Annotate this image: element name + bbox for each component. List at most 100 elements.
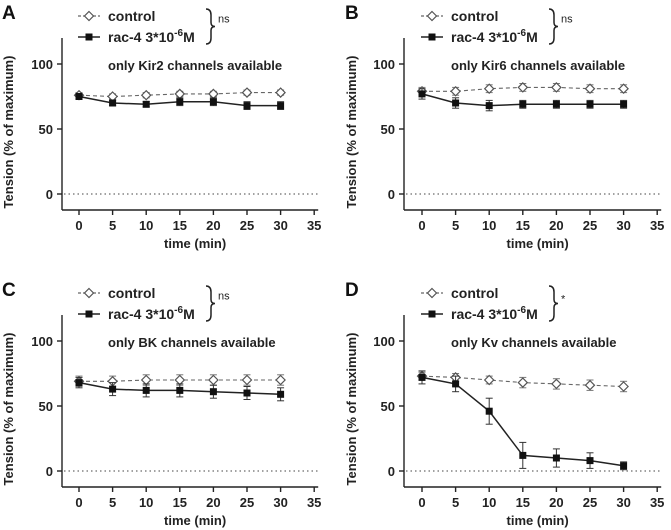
- data-point-rac4: [552, 454, 560, 462]
- x-tick-label: 35: [650, 495, 664, 510]
- legend-label-rac4: rac-4 3*10-6M: [108, 28, 195, 45]
- data-point-control: [275, 374, 286, 386]
- y-tick-label: 0: [46, 187, 53, 202]
- panel-d: D 0 50 100 0 5 10 15 20 25 30 35 time (min) Tension (…: [344, 280, 664, 528]
- data-point-rac4: [209, 388, 217, 396]
- legend-rac4-name: rac-4 3*10: [108, 29, 174, 45]
- x-tick-label: 10: [482, 495, 496, 510]
- x-tick-label: 35: [307, 495, 321, 510]
- legend-label-rac4: rac-4 3*10-6M: [451, 305, 538, 322]
- data-point-rac4: [586, 457, 594, 465]
- data-point-rac4: [277, 102, 285, 110]
- y-tick-label: 50: [381, 122, 395, 137]
- data-point-control: [450, 85, 461, 97]
- x-tick-label: 15: [173, 495, 187, 510]
- x-tick-label: 20: [549, 218, 563, 233]
- legend-rac4-name: rac-4 3*10: [108, 306, 174, 322]
- y-tick-label: 50: [381, 399, 395, 414]
- x-tick-label: 5: [452, 495, 459, 510]
- x-axis-label: time (min): [507, 236, 569, 251]
- data-point-rac4: [75, 93, 83, 100]
- x-tick-label: 0: [418, 495, 425, 510]
- data-point-rac4: [452, 99, 460, 107]
- data-point-rac4: [519, 451, 527, 459]
- significance-brace: [205, 285, 216, 322]
- x-tick-label: 25: [240, 218, 254, 233]
- x-tick-label: 0: [75, 218, 82, 233]
- y-tick-label: 100: [31, 334, 53, 349]
- x-tick-label: 10: [482, 218, 496, 233]
- legend-diamond-icon: [83, 10, 95, 22]
- data-point-control: [618, 381, 629, 392]
- data-point-rac4: [620, 462, 628, 470]
- data-point-rac4: [109, 99, 117, 107]
- condition-note: only BK channels available: [108, 335, 276, 350]
- panel-letter: D: [345, 280, 359, 301]
- legend-square-icon: [428, 33, 436, 41]
- data-point-control: [241, 87, 253, 98]
- data-point-rac4: [418, 373, 426, 381]
- significance-brace: [548, 8, 559, 45]
- series-control: [416, 82, 629, 97]
- data-point-control: [208, 88, 219, 100]
- x-tick-label: 25: [240, 495, 254, 510]
- data-point-control: [174, 88, 186, 100]
- x-tick-label: 20: [206, 218, 220, 233]
- significance-label: ns: [218, 14, 230, 26]
- legend-rac4: rac-4 3*10-6M: [78, 305, 195, 322]
- data-point-rac4: [418, 90, 426, 98]
- legend-rac4: rac-4 3*10-6M: [421, 28, 538, 45]
- data-point-control: [517, 82, 529, 93]
- x-tick-label: 25: [583, 495, 597, 510]
- condition-note: only Kv channels available: [451, 335, 616, 350]
- legend-diamond-icon: [426, 287, 438, 299]
- legend-rac4-exponent: -6: [174, 305, 183, 316]
- y-tick-label: 100: [31, 57, 53, 72]
- data-point-rac4: [243, 389, 251, 397]
- series-rac4: [75, 376, 285, 402]
- legend-rac4-unit: M: [526, 29, 538, 45]
- legend-rac4: rac-4 3*10-6M: [421, 305, 538, 322]
- legend-control: control: [78, 8, 155, 24]
- x-axis-label: time (min): [164, 513, 226, 528]
- data-point-control: [551, 82, 562, 93]
- legend-rac4-exponent: -6: [517, 305, 526, 316]
- data-point-rac4: [552, 100, 560, 108]
- legend-rac4-exponent: -6: [174, 28, 183, 39]
- x-axis-label: time (min): [507, 513, 569, 528]
- y-tick-label: 100: [373, 57, 395, 72]
- data-point-control: [618, 83, 629, 95]
- x-tick-label: 15: [516, 218, 530, 233]
- x-tick-label: 25: [583, 218, 597, 233]
- legend-rac4: rac-4 3*10-6M: [78, 28, 195, 45]
- data-point-control: [275, 87, 286, 98]
- x-tick-label: 35: [650, 218, 664, 233]
- data-point-control: [551, 378, 562, 390]
- data-point-rac4: [209, 98, 217, 106]
- x-tick-label: 30: [616, 495, 630, 510]
- x-tick-label: 0: [75, 495, 82, 510]
- legend-label-rac4: rac-4 3*10-6M: [451, 28, 538, 45]
- y-axis-label: Tension (% of maximum): [1, 333, 16, 486]
- data-point-rac4: [243, 102, 251, 110]
- series-rac4: [418, 370, 628, 471]
- significance-label: ns: [218, 291, 230, 303]
- legend-label-control: control: [451, 285, 498, 301]
- legend-rac4-name: rac-4 3*10: [451, 306, 517, 322]
- panel-letter: C: [2, 280, 16, 301]
- legend-control: control: [78, 285, 155, 301]
- y-axis-label: Tension (% of maximum): [1, 56, 16, 209]
- panel-letter: B: [345, 3, 359, 24]
- y-tick-label: 0: [388, 187, 395, 202]
- x-tick-label: 20: [206, 495, 220, 510]
- x-tick-label: 35: [307, 218, 321, 233]
- data-point-control: [140, 374, 152, 386]
- y-tick-label: 100: [373, 334, 395, 349]
- legend-control: control: [421, 285, 498, 301]
- data-point-rac4: [176, 98, 184, 106]
- series-control: [416, 370, 629, 393]
- data-point-rac4: [109, 385, 117, 393]
- legend-rac4-unit: M: [183, 29, 195, 45]
- series-rac4: [75, 93, 285, 110]
